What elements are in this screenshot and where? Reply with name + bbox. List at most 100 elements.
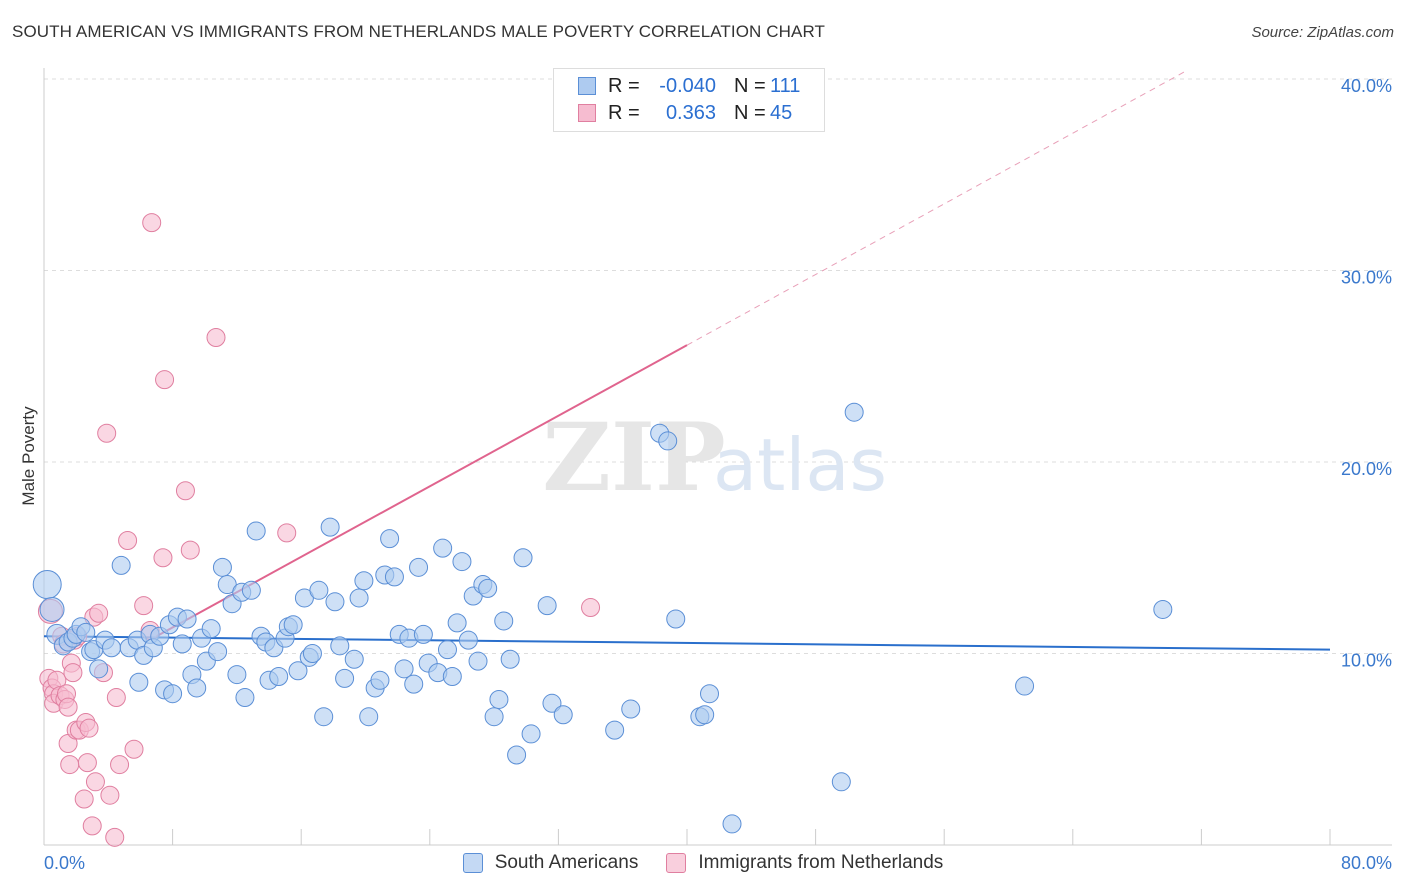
south-american-point xyxy=(111,555,131,575)
netherlands-point xyxy=(105,827,125,847)
south-american-point xyxy=(500,649,520,669)
south-american-point xyxy=(537,596,557,616)
south-american-point xyxy=(309,580,329,600)
bottom-legend-netherlands[interactable]: Immigrants from Netherlands xyxy=(666,852,943,874)
south-american-point xyxy=(302,644,322,663)
bottom-legend-label: South Americans xyxy=(494,852,639,873)
legend-row-south-americans: R = -0.040 N = 111 xyxy=(578,73,800,99)
netherlands-point xyxy=(118,531,138,551)
south-american-point xyxy=(129,672,149,692)
south-american-point xyxy=(320,517,340,537)
south-american-point xyxy=(208,642,228,662)
netherlands-point xyxy=(58,697,78,717)
south-american-point xyxy=(370,670,390,690)
south-american-point xyxy=(494,611,514,631)
south-american-point xyxy=(344,649,364,669)
legend-n-label: N = xyxy=(734,101,766,124)
axis-labels: Male Poverty 0.0% 80.0% 10.0% 20.0% 30.0% 4… xyxy=(19,76,1392,873)
legend-r-value: 0.363 xyxy=(665,101,716,124)
south-american-point xyxy=(666,609,686,629)
legend-r-label: R = xyxy=(608,74,640,97)
bottom-legend-south-americans[interactable]: South Americans xyxy=(462,852,639,874)
south-american-point xyxy=(621,699,641,719)
south-american-point xyxy=(39,596,65,622)
bottom-legend: South Americans Immigrants from Netherla… xyxy=(0,852,1406,874)
south-american-point xyxy=(542,693,562,713)
watermark: ZIP atlas xyxy=(542,403,887,513)
legend-row-netherlands: R = 0.363 N = 45 xyxy=(578,100,792,126)
south-american-point xyxy=(359,707,379,727)
y-tick-label: 30.0% xyxy=(1341,268,1392,288)
south-american-point xyxy=(201,619,221,639)
south-american-point xyxy=(349,588,369,608)
south-american-point xyxy=(478,578,498,598)
south-american-point xyxy=(76,622,96,642)
south-american-trend-line xyxy=(43,635,1331,651)
data-points xyxy=(32,213,1173,847)
netherlands-point xyxy=(155,370,175,390)
y-tick-label: 40.0% xyxy=(1341,76,1392,96)
south-american-point xyxy=(553,705,573,725)
netherlands-point xyxy=(180,540,200,560)
south-american-point xyxy=(658,431,678,451)
netherlands-point xyxy=(124,739,144,759)
south-american-point xyxy=(314,707,334,727)
legend-n-value: 45 xyxy=(770,101,793,124)
south-american-point xyxy=(513,548,533,568)
south-american-point xyxy=(89,659,109,679)
x-tick-label-max: 80.0% xyxy=(1341,853,1392,873)
south-american-point xyxy=(507,745,527,765)
netherlands-point xyxy=(106,688,126,708)
south-american-point xyxy=(172,634,192,654)
chart-source: Source: ZipAtlas.com xyxy=(1251,24,1394,41)
legend-swatch-pink xyxy=(578,104,596,122)
south-american-point xyxy=(409,557,429,577)
south-american-point xyxy=(695,705,715,725)
south-american-point xyxy=(32,570,62,600)
south-american-point xyxy=(227,665,247,685)
south-american-point xyxy=(413,624,433,644)
netherlands-point xyxy=(206,328,226,348)
south-american-point xyxy=(605,720,625,740)
netherlands-point xyxy=(82,816,102,836)
south-american-point xyxy=(521,724,541,744)
netherlands-point xyxy=(581,598,601,618)
netherlands-point xyxy=(97,423,117,443)
south-american-point xyxy=(354,571,374,591)
south-american-point xyxy=(288,661,308,681)
south-american-point xyxy=(844,402,864,422)
south-american-point xyxy=(187,678,207,698)
south-american-point xyxy=(212,557,232,577)
watermark-atlas: atlas xyxy=(713,423,887,507)
netherlands-point xyxy=(175,481,195,501)
grid-lines xyxy=(44,78,1392,654)
south-american-point xyxy=(330,636,350,656)
netherlands-point xyxy=(110,755,130,775)
x-tick-label-min: 0.0% xyxy=(44,853,85,873)
netherlands-point xyxy=(77,753,97,773)
netherlands-point xyxy=(100,785,120,805)
netherlands-point xyxy=(153,548,173,568)
netherlands-point xyxy=(63,663,83,683)
chart-title: SOUTH AMERICAN VS IMMIGRANTS FROM NETHER… xyxy=(12,22,826,41)
south-american-point xyxy=(235,688,255,708)
bottom-legend-label: Immigrants from Netherlands xyxy=(698,852,944,873)
y-tick-label: 10.0% xyxy=(1341,651,1392,671)
south-american-point xyxy=(384,567,404,587)
y-axis-label: Male Poverty xyxy=(19,406,38,506)
south-american-point xyxy=(241,580,261,600)
legend-r-value: -0.040 xyxy=(659,74,716,97)
south-american-point xyxy=(404,674,424,694)
south-american-point xyxy=(489,689,509,709)
south-american-point xyxy=(177,609,197,629)
south-american-point xyxy=(722,814,742,834)
south-american-point xyxy=(394,659,414,679)
bottom-legend-swatch-pink xyxy=(666,853,687,873)
south-american-point xyxy=(468,651,488,671)
south-american-point xyxy=(269,666,289,686)
trend-lines xyxy=(43,70,1331,651)
legend: R = -0.040 N = 111 R = 0.363 N = 45 xyxy=(553,68,825,132)
netherlands-trend-extension xyxy=(686,70,1186,346)
bottom-legend-swatch-blue xyxy=(462,853,483,873)
